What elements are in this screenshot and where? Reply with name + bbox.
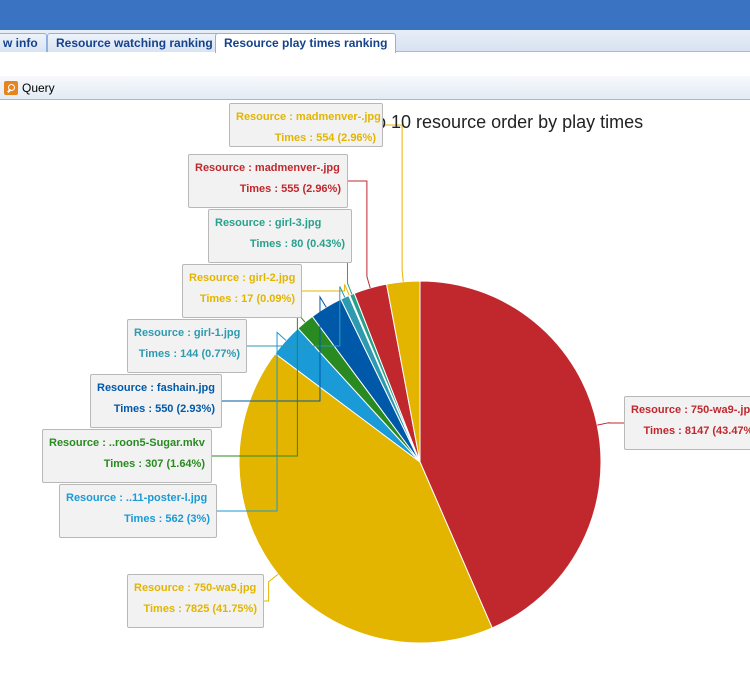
slice-label: Resource : 750-wa9-.jpg Times : 8147 (43.… bbox=[624, 396, 750, 450]
slice-label: Resource : madmenver-.jpg Times : 554 (2.… bbox=[229, 103, 383, 147]
label-leader-line bbox=[597, 422, 624, 426]
slice-label: Resource : fashain.jpg Times : 550 (2.93%… bbox=[90, 374, 222, 428]
slice-label: Resource : madmenver-.jpg Times : 555 (2.… bbox=[188, 154, 348, 208]
slice-label-resource: Resource : ..11-poster-l.jpg bbox=[66, 492, 208, 504]
slice-label-times: Times : 555 (2.96%) bbox=[239, 183, 341, 195]
window-title-bar bbox=[0, 0, 750, 30]
tab-resource-play-times-ranking[interactable]: Resource play times ranking bbox=[215, 33, 397, 53]
slice-label-resource: Resource : girl-1.jpg bbox=[134, 327, 241, 339]
label-leader-line bbox=[247, 286, 346, 347]
label-leader-line bbox=[348, 180, 371, 289]
query-button[interactable]: Query bbox=[4, 80, 55, 96]
slice-label: Resource : ..roon5-Sugar.mkv Times : 307 … bbox=[42, 429, 212, 483]
slice-label-resource: Resource : 750-wa9.jpg bbox=[134, 582, 257, 594]
slice-label-resource: Resource : girl-3.jpg bbox=[215, 217, 322, 229]
chart-title: Top 10 resource order by play times bbox=[357, 112, 644, 132]
slice-label-resource: Resource : 750-wa9-.jpg bbox=[631, 404, 750, 416]
query-button-label: Query bbox=[22, 81, 55, 95]
toolbar: Query bbox=[0, 76, 750, 100]
slice-label: Resource : ..11-poster-l.jpg Times : 562 … bbox=[59, 484, 217, 538]
slice-label-times: Times : 554 (2.96%) bbox=[274, 132, 376, 144]
label-leader-line bbox=[222, 295, 327, 402]
slice-label-times: Times : 144 (0.77%) bbox=[138, 348, 240, 360]
slice-label-times: Times : 550 (2.93%) bbox=[113, 403, 215, 415]
label-leader-line bbox=[302, 284, 350, 296]
slice-label-times: Times : 8147 (43.47%) bbox=[643, 425, 750, 437]
slice-label-resource: Resource : madmenver-.jpg bbox=[195, 162, 340, 174]
slice-label-times: Times : 17 (0.09%) bbox=[199, 293, 295, 305]
slice-label-resource: Resource : madmenver-.jpg bbox=[236, 111, 381, 123]
tab-strip: w info Resource watching ranking Resourc… bbox=[0, 30, 750, 53]
slice-label: Resource : 750-wa9.jpg Times : 7825 (41.7… bbox=[127, 574, 264, 628]
slice-label: Resource : girl-3.jpg Times : 80 (0.43%) bbox=[208, 209, 352, 263]
slice-label-times: Times : 7825 (41.75%) bbox=[143, 603, 257, 615]
search-icon bbox=[4, 81, 18, 95]
pie-slice[interactable] bbox=[419, 280, 602, 629]
tab-row-info[interactable]: w info bbox=[0, 33, 47, 52]
slice-label-times: Times : 562 (3%) bbox=[123, 513, 210, 525]
slice-label-times: Times : 307 (1.64%) bbox=[103, 458, 205, 470]
slice-label-times: Times : 80 (0.43%) bbox=[249, 238, 345, 250]
slice-label-resource: Resource : fashain.jpg bbox=[97, 382, 215, 394]
slice-label: Resource : girl-2.jpg Times : 17 (0.09%) bbox=[182, 264, 302, 318]
label-leader-line bbox=[383, 124, 404, 282]
slice-label-resource: Resource : ..roon5-Sugar.mkv bbox=[49, 437, 205, 449]
label-leader-line bbox=[264, 573, 279, 602]
label-leader-line bbox=[217, 331, 287, 512]
pie-slice[interactable] bbox=[238, 352, 493, 644]
slice-label-resource: Resource : girl-2.jpg bbox=[189, 272, 296, 284]
slice-label: Resource : girl-1.jpg Times : 144 (0.77%) bbox=[127, 319, 247, 373]
